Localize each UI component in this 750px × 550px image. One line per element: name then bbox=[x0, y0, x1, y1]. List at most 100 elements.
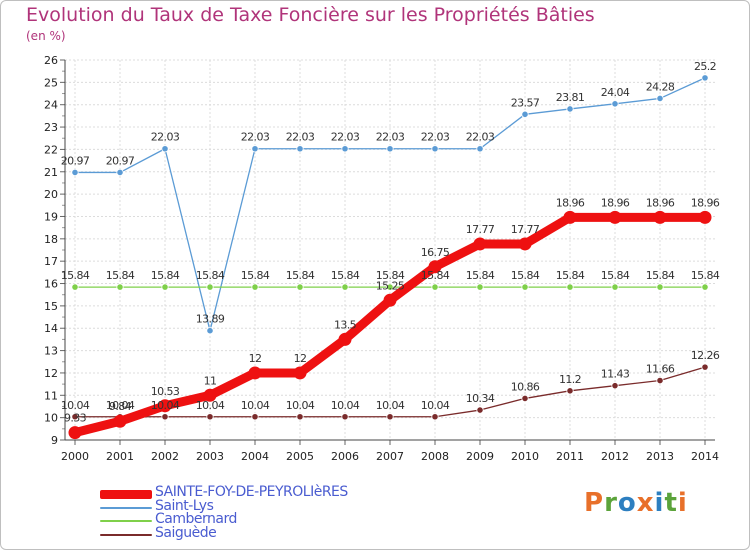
y-tick-label: 11 bbox=[44, 389, 58, 402]
x-tick-label: 2014 bbox=[691, 450, 719, 463]
data-label: 22.03 bbox=[466, 131, 495, 144]
data-point bbox=[611, 382, 619, 390]
data-label: 15.84 bbox=[646, 269, 675, 282]
data-label: 18.96 bbox=[601, 196, 630, 209]
data-label: 25.2 bbox=[694, 60, 716, 73]
series-saint-lys bbox=[71, 74, 709, 335]
data-label: 10.04 bbox=[196, 399, 225, 412]
data-point bbox=[158, 399, 172, 413]
data-point bbox=[341, 413, 349, 421]
series-cambernard bbox=[71, 283, 709, 291]
y-tick-label: 12 bbox=[44, 367, 58, 380]
data-point bbox=[701, 363, 709, 371]
data-label: 12 bbox=[249, 352, 262, 365]
data-point bbox=[338, 332, 352, 346]
data-label: 15.84 bbox=[376, 269, 405, 282]
x-tick-label: 2000 bbox=[61, 450, 89, 463]
y-tick-label: 10 bbox=[44, 412, 58, 425]
data-label: 13.5 bbox=[334, 318, 357, 331]
data-label: 15.84 bbox=[196, 269, 225, 282]
x-tick-label: 2005 bbox=[286, 450, 314, 463]
y-axis-unit: (en %) bbox=[26, 29, 66, 43]
data-point bbox=[251, 413, 259, 421]
legend-swatch bbox=[100, 490, 152, 499]
axes: 9 10 11 12 13 14 15 16 17 18 19 20 21 22 23 24 25 26 2000 2… bbox=[44, 54, 719, 463]
series-layer bbox=[68, 74, 712, 440]
data-point bbox=[71, 413, 79, 421]
data-point bbox=[116, 168, 124, 177]
data-label: 12 bbox=[294, 352, 307, 365]
data-point bbox=[428, 260, 442, 274]
data-point bbox=[296, 283, 304, 291]
data-label: 15.84 bbox=[466, 269, 495, 282]
data-label: 18.96 bbox=[646, 196, 675, 209]
data-label: 10.34 bbox=[466, 392, 495, 405]
chart-title: Evolution du Taux de Taxe Foncière sur l… bbox=[26, 4, 595, 26]
legend-swatch bbox=[100, 520, 152, 522]
y-tick-label: 19 bbox=[44, 210, 58, 223]
y-tick-label: 15 bbox=[44, 300, 58, 313]
data-label: 10.53 bbox=[151, 385, 180, 398]
data-label: 12.26 bbox=[691, 349, 720, 362]
data-point bbox=[518, 237, 532, 251]
data-point bbox=[203, 388, 217, 402]
y-tick-label: 21 bbox=[44, 166, 58, 179]
data-point bbox=[206, 413, 214, 421]
legend-label: Saint-Lys bbox=[155, 497, 214, 514]
data-point bbox=[248, 366, 262, 380]
x-tick-label: 2003 bbox=[196, 450, 224, 463]
data-label: 23.57 bbox=[511, 96, 540, 109]
data-point bbox=[521, 283, 529, 291]
data-label: 15.84 bbox=[556, 269, 585, 282]
x-tick-label: 2013 bbox=[646, 450, 674, 463]
x-tick-label: 2004 bbox=[241, 450, 269, 463]
y-tick-label: 13 bbox=[44, 345, 58, 358]
legend-swatch bbox=[100, 506, 152, 509]
data-label: 11.2 bbox=[559, 373, 581, 386]
x-tick-label: 2009 bbox=[466, 450, 494, 463]
data-point bbox=[521, 394, 529, 403]
data-label: 15.84 bbox=[511, 269, 540, 282]
data-point bbox=[113, 414, 127, 428]
data-label: 22.03 bbox=[331, 131, 360, 144]
y-tick-label: 20 bbox=[44, 188, 58, 201]
data-label: 13.89 bbox=[196, 313, 225, 326]
data-point bbox=[431, 283, 439, 291]
data-point bbox=[161, 145, 169, 153]
data-label: 15.84 bbox=[106, 269, 135, 282]
data-point bbox=[608, 210, 622, 224]
y-tick-label: 26 bbox=[44, 54, 58, 67]
data-label: 10.04 bbox=[286, 399, 315, 412]
data-label: 17.77 bbox=[511, 223, 540, 236]
data-label: 11.66 bbox=[646, 363, 675, 376]
y-tick-label: 16 bbox=[44, 278, 58, 291]
legend-label: Cambernard bbox=[155, 511, 237, 527]
series-saigu-de bbox=[71, 363, 709, 421]
data-point bbox=[383, 293, 397, 307]
data-point bbox=[476, 145, 484, 153]
data-label: 17.77 bbox=[466, 223, 495, 236]
data-point bbox=[116, 283, 124, 291]
data-point bbox=[431, 145, 439, 153]
data-point bbox=[701, 74, 709, 82]
data-label: 10.04 bbox=[241, 399, 270, 412]
data-label: 22.03 bbox=[241, 131, 270, 144]
data-label: 24.28 bbox=[646, 80, 675, 93]
data-label: 15.84 bbox=[241, 269, 270, 282]
x-tick-label: 2006 bbox=[331, 450, 359, 463]
data-label: 15.84 bbox=[691, 269, 720, 282]
data-point bbox=[566, 105, 574, 113]
data-point bbox=[293, 366, 307, 380]
data-label: 22.03 bbox=[421, 131, 450, 144]
legend-label: SAINTE-FOY-DE-PEYROLIèRES bbox=[155, 484, 348, 500]
data-label: 10.04 bbox=[331, 399, 360, 412]
data-label: 16.75 bbox=[421, 246, 450, 259]
data-point bbox=[161, 413, 169, 421]
data-point bbox=[386, 283, 394, 291]
data-label: 10.04 bbox=[106, 399, 135, 412]
x-tick-label: 2002 bbox=[151, 450, 179, 463]
data-point bbox=[386, 413, 394, 421]
data-point bbox=[611, 100, 619, 108]
data-label: 18.96 bbox=[556, 196, 585, 209]
